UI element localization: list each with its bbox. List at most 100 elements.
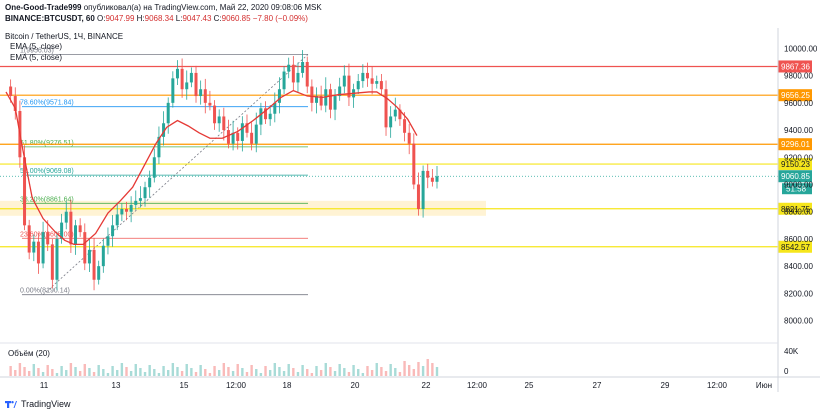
candle-body [407,132,411,144]
volume-bar [417,362,420,376]
volume-bar [97,365,100,376]
candle-body [185,82,189,90]
volume-bar [338,364,341,376]
candle-body [361,72,365,82]
open-label: O: [97,14,106,23]
candle-body [138,198,142,201]
y-tick-label: 8800.00 [784,208,813,217]
volume-bar [194,372,198,376]
y-tick-label: 8000.00 [784,317,813,326]
publisher-line: One-Good-Trade999 опубликовал(а) на Trad… [5,3,322,12]
volume-bar [92,372,96,376]
candle-body [189,72,193,83]
volume-bar [296,372,300,376]
volume-bar [306,369,309,376]
volume-bar [46,365,49,376]
countdown-label: 51:58 [786,185,807,194]
volume-bar [83,364,86,376]
volume-bar [37,368,40,376]
candle-body [338,86,342,97]
volume-bar [264,366,267,376]
candle-body [41,232,45,264]
volume-bar [208,373,212,376]
candle-body [333,96,337,110]
candle-body [421,170,425,209]
candle-body [148,177,152,188]
candle-body [83,232,87,264]
candle-body [120,208,124,215]
low-value: 9047.43 [182,14,212,23]
candle-body [268,113,272,120]
volume-bar [111,366,114,376]
fib-level-label: 50.00%(9069.08) [20,168,74,175]
candle-body [430,177,434,182]
volume-bar [352,365,355,376]
volume-bar [69,363,73,376]
candle-body [310,86,314,103]
candle-body [217,116,221,124]
candle-body [60,222,64,239]
volume-bar [431,363,434,376]
y-tick-label: 9800.00 [784,72,813,81]
volume-bar [120,363,124,376]
volume-bar [273,363,276,376]
volume-bar [361,373,365,376]
x-tick-label: 12:00 [467,381,488,390]
volume-bar [143,372,147,376]
candle-body [64,211,68,223]
volume-bar [421,366,425,376]
volume-bar [255,369,258,376]
x-tick-label: 29 [661,381,670,390]
volume-bar [60,366,63,376]
y-tick-label: 9600.00 [784,99,813,108]
volume-bar [78,371,82,376]
volume-bar [18,363,22,376]
price-level-label: 9867.36 [781,62,810,71]
candle-body [379,81,383,90]
candle-body [106,236,110,246]
y-tick-label: 9000.00 [784,181,813,190]
x-tick-label: 18 [283,381,292,390]
x-tick-label: 12:00 [707,381,728,390]
volume-bar [102,369,105,376]
candle-body [273,102,277,114]
candle-body [162,123,166,137]
candle-body [277,89,281,103]
publisher-text: опубликовал(а) на TradingView.com, Май 2… [81,3,322,12]
x-tick-label: 25 [525,381,534,390]
candle-body [287,64,291,72]
volume-bar [231,371,235,376]
candle-body [171,78,175,103]
candle-body [291,64,295,83]
volume-bar [204,369,207,376]
volume-bar [41,372,45,376]
candle-body [254,124,258,144]
fib-level-label: 38.20%(8861.64) [20,196,74,203]
x-tick-label: 13 [112,381,121,390]
volume-bar [380,367,383,376]
volume-bar [116,370,119,376]
volume-bar [222,363,226,376]
volume-bar [398,372,402,376]
price-level-label: 9060.85 [781,172,810,181]
candle-body [74,225,78,245]
high-label: H: [136,14,145,23]
candle-body [305,62,309,87]
candle-body [426,170,430,178]
candle-body [166,102,170,124]
low-label: L: [175,14,183,23]
volume-bar [55,373,59,376]
volume-bar [236,364,239,376]
candle-body [435,176,439,182]
candle-body [199,89,203,97]
publisher-name[interactable]: One-Good-Trade999 [5,3,82,12]
volume-bar [129,371,133,376]
candle-body [92,249,96,280]
candle-body [32,241,36,253]
volume-bar [329,367,332,376]
candle-body [203,89,207,103]
brand-label[interactable]: TradingView [21,399,71,409]
volume-bar [51,369,54,376]
candle-body [412,143,416,185]
